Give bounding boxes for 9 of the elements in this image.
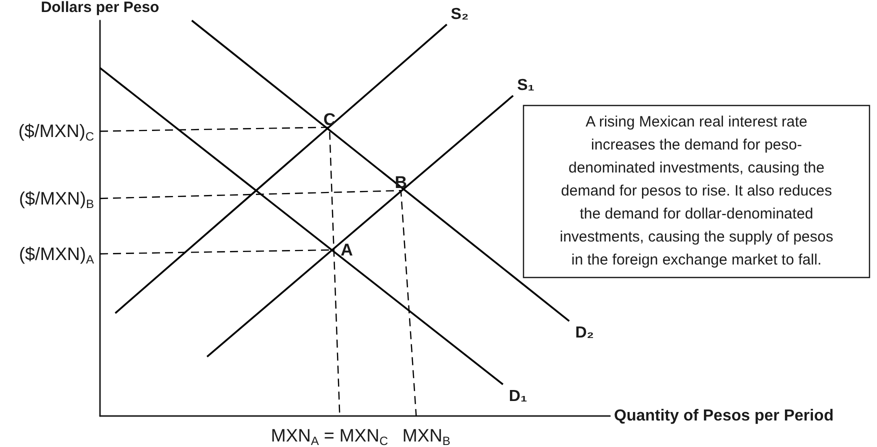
series-label: A	[340, 240, 353, 260]
x-axis-title: Quantity of Pesos per Period	[614, 408, 834, 424]
series-label: D₁	[508, 388, 528, 405]
series-label: D₂	[575, 324, 594, 342]
series-label: S₁	[517, 77, 535, 94]
series-label: S₂	[450, 6, 469, 23]
annotation: A rising Mexican real interest rate increases the demand for peso- denominated investments, causing the demand for pesos to rise. It also reduces the demand for dollar-denominated investments, causing the supply of pesos in the foreign exchange market to fall.	[560, 114, 834, 268]
y-axis-title: Dollars per Peso	[40, 0, 160, 16]
series-label: C	[323, 110, 336, 129]
